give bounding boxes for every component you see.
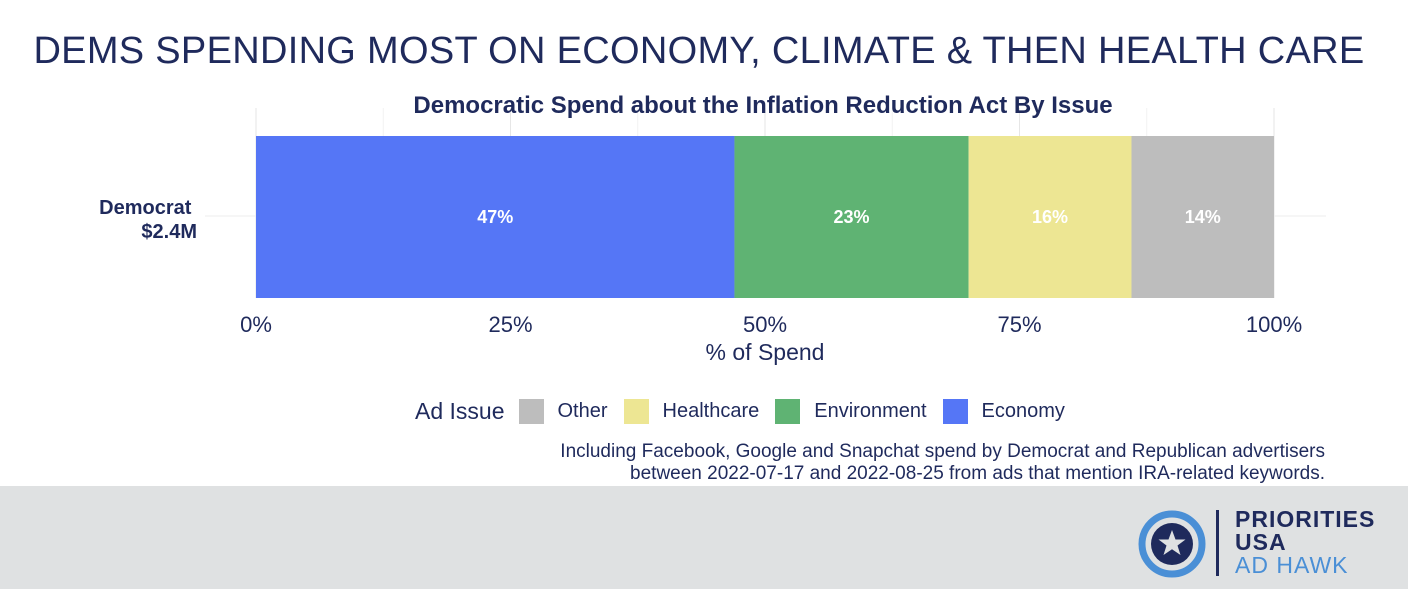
- logo-line-usa: USA: [1235, 529, 1287, 555]
- bar-segment-other: [1131, 136, 1274, 298]
- legend: Ad Issue Other Healthcare Environment Ec…: [415, 396, 1081, 426]
- legend-swatch-environment: [775, 398, 801, 424]
- logo-divider: [1216, 510, 1219, 576]
- bar-segment-healthcare: [968, 136, 1132, 298]
- x-tick-label: 25%: [488, 312, 532, 337]
- source-note: Including Facebook, Google and Snapchat …: [560, 441, 1325, 485]
- stacked-bar-chart: Democratic Spend about the Inflation Red…: [99, 92, 1326, 365]
- star-circle-icon: [1138, 510, 1206, 578]
- x-tick-label: 0%: [240, 312, 272, 337]
- x-tick-label: 75%: [997, 312, 1041, 337]
- legend-swatch-economy: [942, 398, 968, 424]
- legend-item-economy: Economy: [942, 398, 1065, 424]
- x-axis-label: % of Spend: [706, 339, 825, 365]
- legend-title: Ad Issue: [415, 397, 505, 424]
- legend-label-other: Other: [557, 399, 608, 422]
- data-label-economy: 47%: [477, 207, 513, 227]
- legend-item-healthcare: Healthcare: [623, 398, 760, 424]
- bar-segment-economy: [256, 136, 735, 298]
- brand-logo-text: PRIORITIES USA AD HAWK: [1235, 508, 1375, 577]
- legend-item-environment: Environment: [775, 398, 927, 424]
- category-label: Democrat $2.4M: [99, 197, 197, 243]
- source-note-line2: between 2022-07-17 and 2022-08-25 from a…: [630, 463, 1325, 484]
- x-tick-label: 100%: [1246, 312, 1302, 337]
- logo-line-priorities: PRIORITIES: [1235, 506, 1376, 532]
- data-label-environment: 23%: [834, 207, 870, 227]
- bar-segment-environment: [734, 136, 969, 298]
- legend-label-healthcare: Healthcare: [662, 399, 760, 422]
- data-label-healthcare: 16%: [1032, 207, 1068, 227]
- bars: 47% 23% 16% 14%: [256, 136, 1274, 298]
- logo-line-ad-hawk: AD HAWK: [1235, 552, 1349, 578]
- legend-item-other: Other: [518, 398, 608, 424]
- legend-swatch-other: [518, 398, 544, 424]
- x-tick-label: 50%: [743, 312, 787, 337]
- legend-label-economy: Economy: [981, 399, 1065, 422]
- legend-swatch-healthcare: [623, 398, 649, 424]
- headline: DEMS SPENDING MOST ON ECONOMY, CLIMATE &…: [33, 30, 1365, 72]
- chart-title: Democratic Spend about the Inflation Red…: [413, 92, 1112, 119]
- x-tick-labels: 0% 25% 50% 75% 100%: [240, 312, 1302, 337]
- category-label-line2: $2.4M: [141, 221, 197, 243]
- legend-label-environment: Environment: [814, 399, 927, 422]
- category-label-line1: Democrat: [99, 197, 192, 219]
- data-label-other: 14%: [1185, 207, 1221, 227]
- source-note-line1: Including Facebook, Google and Snapchat …: [560, 441, 1325, 462]
